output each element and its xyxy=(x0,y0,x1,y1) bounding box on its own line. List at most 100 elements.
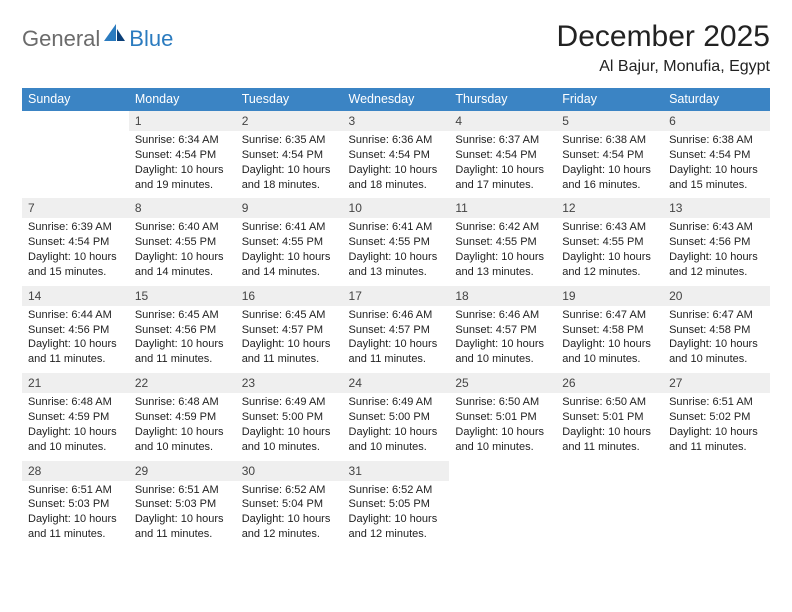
day-number-cell: 11 xyxy=(449,198,556,218)
day-number-cell: 23 xyxy=(236,373,343,393)
sunrise-text: Sunrise: 6:48 AM xyxy=(135,395,230,410)
day-number-cell: 2 xyxy=(236,111,343,131)
sunset-text: Sunset: 4:55 PM xyxy=(242,235,337,250)
daylight-text: Daylight: 10 hours and 19 minutes. xyxy=(135,163,230,193)
sunset-text: Sunset: 5:04 PM xyxy=(242,497,337,512)
day-detail-cell: Sunrise: 6:51 AMSunset: 5:03 PMDaylight:… xyxy=(22,481,129,548)
detail-row: Sunrise: 6:44 AMSunset: 4:56 PMDaylight:… xyxy=(22,306,770,373)
day-header-wednesday: Wednesday xyxy=(343,88,450,111)
day-header-friday: Friday xyxy=(556,88,663,111)
daylight-text: Daylight: 10 hours and 16 minutes. xyxy=(562,163,657,193)
day-number-cell: 22 xyxy=(129,373,236,393)
day-detail-cell: Sunrise: 6:50 AMSunset: 5:01 PMDaylight:… xyxy=(449,393,556,460)
daylight-text: Daylight: 10 hours and 13 minutes. xyxy=(349,250,444,280)
sunset-text: Sunset: 5:03 PM xyxy=(135,497,230,512)
day-detail-cell: Sunrise: 6:51 AMSunset: 5:02 PMDaylight:… xyxy=(663,393,770,460)
sunset-text: Sunset: 4:54 PM xyxy=(562,148,657,163)
sunrise-text: Sunrise: 6:38 AM xyxy=(669,133,764,148)
daylight-text: Daylight: 10 hours and 10 minutes. xyxy=(669,337,764,367)
daylight-text: Daylight: 10 hours and 15 minutes. xyxy=(669,163,764,193)
sunset-text: Sunset: 4:55 PM xyxy=(455,235,550,250)
day-detail-cell: Sunrise: 6:43 AMSunset: 4:55 PMDaylight:… xyxy=(556,218,663,285)
sunset-text: Sunset: 4:59 PM xyxy=(135,410,230,425)
day-detail-cell: Sunrise: 6:48 AMSunset: 4:59 PMDaylight:… xyxy=(129,393,236,460)
sunrise-text: Sunrise: 6:45 AM xyxy=(135,308,230,323)
sunrise-text: Sunrise: 6:43 AM xyxy=(669,220,764,235)
day-number-cell: 4 xyxy=(449,111,556,131)
day-number-cell: 14 xyxy=(22,286,129,306)
day-detail-cell: Sunrise: 6:52 AMSunset: 5:05 PMDaylight:… xyxy=(343,481,450,548)
sunset-text: Sunset: 5:01 PM xyxy=(455,410,550,425)
sunset-text: Sunset: 5:01 PM xyxy=(562,410,657,425)
day-number-cell: 10 xyxy=(343,198,450,218)
daynum-row: 123456 xyxy=(22,111,770,131)
daylight-text: Daylight: 10 hours and 10 minutes. xyxy=(135,425,230,455)
sunrise-text: Sunrise: 6:41 AM xyxy=(242,220,337,235)
sunset-text: Sunset: 4:54 PM xyxy=(669,148,764,163)
day-detail-cell: Sunrise: 6:52 AMSunset: 5:04 PMDaylight:… xyxy=(236,481,343,548)
day-number-cell xyxy=(663,461,770,481)
day-detail-cell: Sunrise: 6:49 AMSunset: 5:00 PMDaylight:… xyxy=(343,393,450,460)
sunset-text: Sunset: 4:56 PM xyxy=(135,323,230,338)
sunrise-text: Sunrise: 6:52 AM xyxy=(349,483,444,498)
day-number-cell: 28 xyxy=(22,461,129,481)
day-number-cell: 16 xyxy=(236,286,343,306)
sunrise-text: Sunrise: 6:47 AM xyxy=(562,308,657,323)
sunset-text: Sunset: 5:05 PM xyxy=(349,497,444,512)
day-number-cell: 31 xyxy=(343,461,450,481)
day-number-cell: 13 xyxy=(663,198,770,218)
day-detail-cell: Sunrise: 6:42 AMSunset: 4:55 PMDaylight:… xyxy=(449,218,556,285)
daylight-text: Daylight: 10 hours and 11 minutes. xyxy=(28,512,123,542)
logo-sail-icon xyxy=(104,24,126,42)
day-detail-cell: Sunrise: 6:38 AMSunset: 4:54 PMDaylight:… xyxy=(556,131,663,198)
sunrise-text: Sunrise: 6:39 AM xyxy=(28,220,123,235)
day-detail-cell: Sunrise: 6:45 AMSunset: 4:57 PMDaylight:… xyxy=(236,306,343,373)
daylight-text: Daylight: 10 hours and 15 minutes. xyxy=(28,250,123,280)
sunrise-text: Sunrise: 6:45 AM xyxy=(242,308,337,323)
daynum-row: 28293031 xyxy=(22,461,770,481)
logo-text-blue: Blue xyxy=(129,26,173,52)
day-detail-cell: Sunrise: 6:47 AMSunset: 4:58 PMDaylight:… xyxy=(556,306,663,373)
daylight-text: Daylight: 10 hours and 11 minutes. xyxy=(135,512,230,542)
sunrise-text: Sunrise: 6:40 AM xyxy=(135,220,230,235)
day-detail-cell: Sunrise: 6:45 AMSunset: 4:56 PMDaylight:… xyxy=(129,306,236,373)
day-number-cell: 7 xyxy=(22,198,129,218)
sunset-text: Sunset: 5:00 PM xyxy=(349,410,444,425)
day-header-monday: Monday xyxy=(129,88,236,111)
daylight-text: Daylight: 10 hours and 12 minutes. xyxy=(669,250,764,280)
day-detail-cell: Sunrise: 6:49 AMSunset: 5:00 PMDaylight:… xyxy=(236,393,343,460)
sunrise-text: Sunrise: 6:50 AM xyxy=(562,395,657,410)
sunset-text: Sunset: 5:02 PM xyxy=(669,410,764,425)
calendar-table: Sunday Monday Tuesday Wednesday Thursday… xyxy=(22,88,770,548)
daylight-text: Daylight: 10 hours and 12 minutes. xyxy=(562,250,657,280)
day-number-cell: 24 xyxy=(343,373,450,393)
daynum-row: 78910111213 xyxy=(22,198,770,218)
logo-text-general: General xyxy=(22,26,100,52)
day-number-cell: 8 xyxy=(129,198,236,218)
sunset-text: Sunset: 4:58 PM xyxy=(669,323,764,338)
location-label: Al Bajur, Monufia, Egypt xyxy=(557,58,770,76)
sunrise-text: Sunrise: 6:52 AM xyxy=(242,483,337,498)
sunrise-text: Sunrise: 6:51 AM xyxy=(669,395,764,410)
sunset-text: Sunset: 4:57 PM xyxy=(242,323,337,338)
daylight-text: Daylight: 10 hours and 10 minutes. xyxy=(455,425,550,455)
daylight-text: Daylight: 10 hours and 13 minutes. xyxy=(455,250,550,280)
day-number-cell: 5 xyxy=(556,111,663,131)
sunrise-text: Sunrise: 6:35 AM xyxy=(242,133,337,148)
day-header-thursday: Thursday xyxy=(449,88,556,111)
day-detail-cell: Sunrise: 6:38 AMSunset: 4:54 PMDaylight:… xyxy=(663,131,770,198)
daylight-text: Daylight: 10 hours and 10 minutes. xyxy=(455,337,550,367)
day-number-cell xyxy=(449,461,556,481)
day-header-row: Sunday Monday Tuesday Wednesday Thursday… xyxy=(22,88,770,111)
sunrise-text: Sunrise: 6:51 AM xyxy=(28,483,123,498)
sunrise-text: Sunrise: 6:50 AM xyxy=(455,395,550,410)
daylight-text: Daylight: 10 hours and 18 minutes. xyxy=(242,163,337,193)
day-header-tuesday: Tuesday xyxy=(236,88,343,111)
day-number-cell: 9 xyxy=(236,198,343,218)
day-header-sunday: Sunday xyxy=(22,88,129,111)
calendar-body: 123456Sunrise: 6:34 AMSunset: 4:54 PMDay… xyxy=(22,111,770,548)
sunrise-text: Sunrise: 6:34 AM xyxy=(135,133,230,148)
sunset-text: Sunset: 5:03 PM xyxy=(28,497,123,512)
sunrise-text: Sunrise: 6:38 AM xyxy=(562,133,657,148)
day-detail-cell xyxy=(449,481,556,548)
